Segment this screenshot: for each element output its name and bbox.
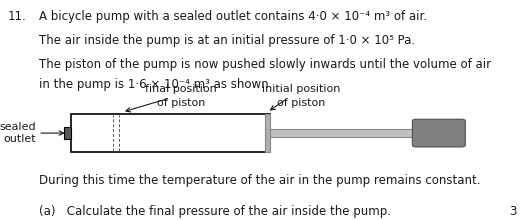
Text: 11.: 11.: [8, 10, 27, 23]
Text: The air inside the pump is at an initial pressure of 1·0 × 10⁵ Pa.: The air inside the pump is at an initial…: [39, 34, 416, 47]
Text: (a)   Calculate the final pressure of the air inside the pump.: (a) Calculate the final pressure of the …: [39, 205, 391, 218]
Text: initial position: initial position: [262, 84, 341, 93]
Text: 3: 3: [509, 205, 516, 218]
Bar: [71, 114, 270, 152]
Text: final position: final position: [145, 84, 216, 93]
Text: During this time the temperature of the air in the pump remains constant.: During this time the temperature of the …: [39, 174, 481, 187]
FancyBboxPatch shape: [412, 119, 465, 147]
Text: of piston: of piston: [277, 98, 325, 108]
Text: in the pump is 1·6 × 10⁻⁴ m³ as shown.: in the pump is 1·6 × 10⁻⁴ m³ as shown.: [39, 78, 272, 91]
Text: A bicycle pump with a sealed outlet contains 4·0 × 10⁻⁴ m³ of air.: A bicycle pump with a sealed outlet cont…: [39, 10, 428, 23]
Bar: [270, 129, 417, 137]
Text: of piston: of piston: [157, 98, 205, 108]
Bar: [265, 114, 270, 152]
Text: sealed
outlet: sealed outlet: [0, 122, 36, 144]
Text: The piston of the pump is now pushed slowly inwards until the volume of air: The piston of the pump is now pushed slo…: [39, 58, 492, 71]
Bar: [64, 127, 71, 139]
